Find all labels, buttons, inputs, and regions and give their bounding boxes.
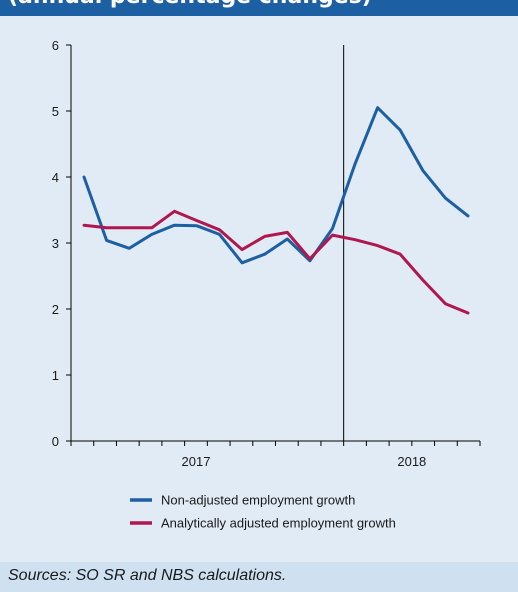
y-tick-label: 5 [52,104,59,119]
axes: 0 1 2 3 4 5 6 2017 2018 [52,38,481,469]
y-tick-label: 0 [52,434,59,449]
y-tick-label: 1 [52,368,59,383]
legend-label-1: Non-adjusted employment growth [161,493,355,508]
chart-title: (annual percentage changes) [8,0,372,9]
y-tick-label: 3 [52,236,59,251]
x-group-label: 2017 [182,454,211,469]
chart: 0 1 2 3 4 5 6 2017 2018 Non-adjusted employment … [52,38,481,531]
x-group-label: 2018 [397,454,426,469]
y-tick-label: 6 [52,38,59,53]
series-line-1 [82,106,470,265]
chart-title-bar: (annual percentage changes) [0,0,518,16]
y-tick-label: 2 [52,302,59,317]
legend: Non-adjusted employment growth Analytical… [130,493,396,531]
y-tick-label: 4 [52,170,59,185]
series-lines [82,106,470,315]
source-note: Sources: SO SR and NBS calculations. [8,567,287,584]
source-bar: Sources: SO SR and NBS calculations. [0,562,518,592]
series-line-2 [82,209,470,315]
legend-label-2: Analytically adjusted employment growth [161,516,396,531]
